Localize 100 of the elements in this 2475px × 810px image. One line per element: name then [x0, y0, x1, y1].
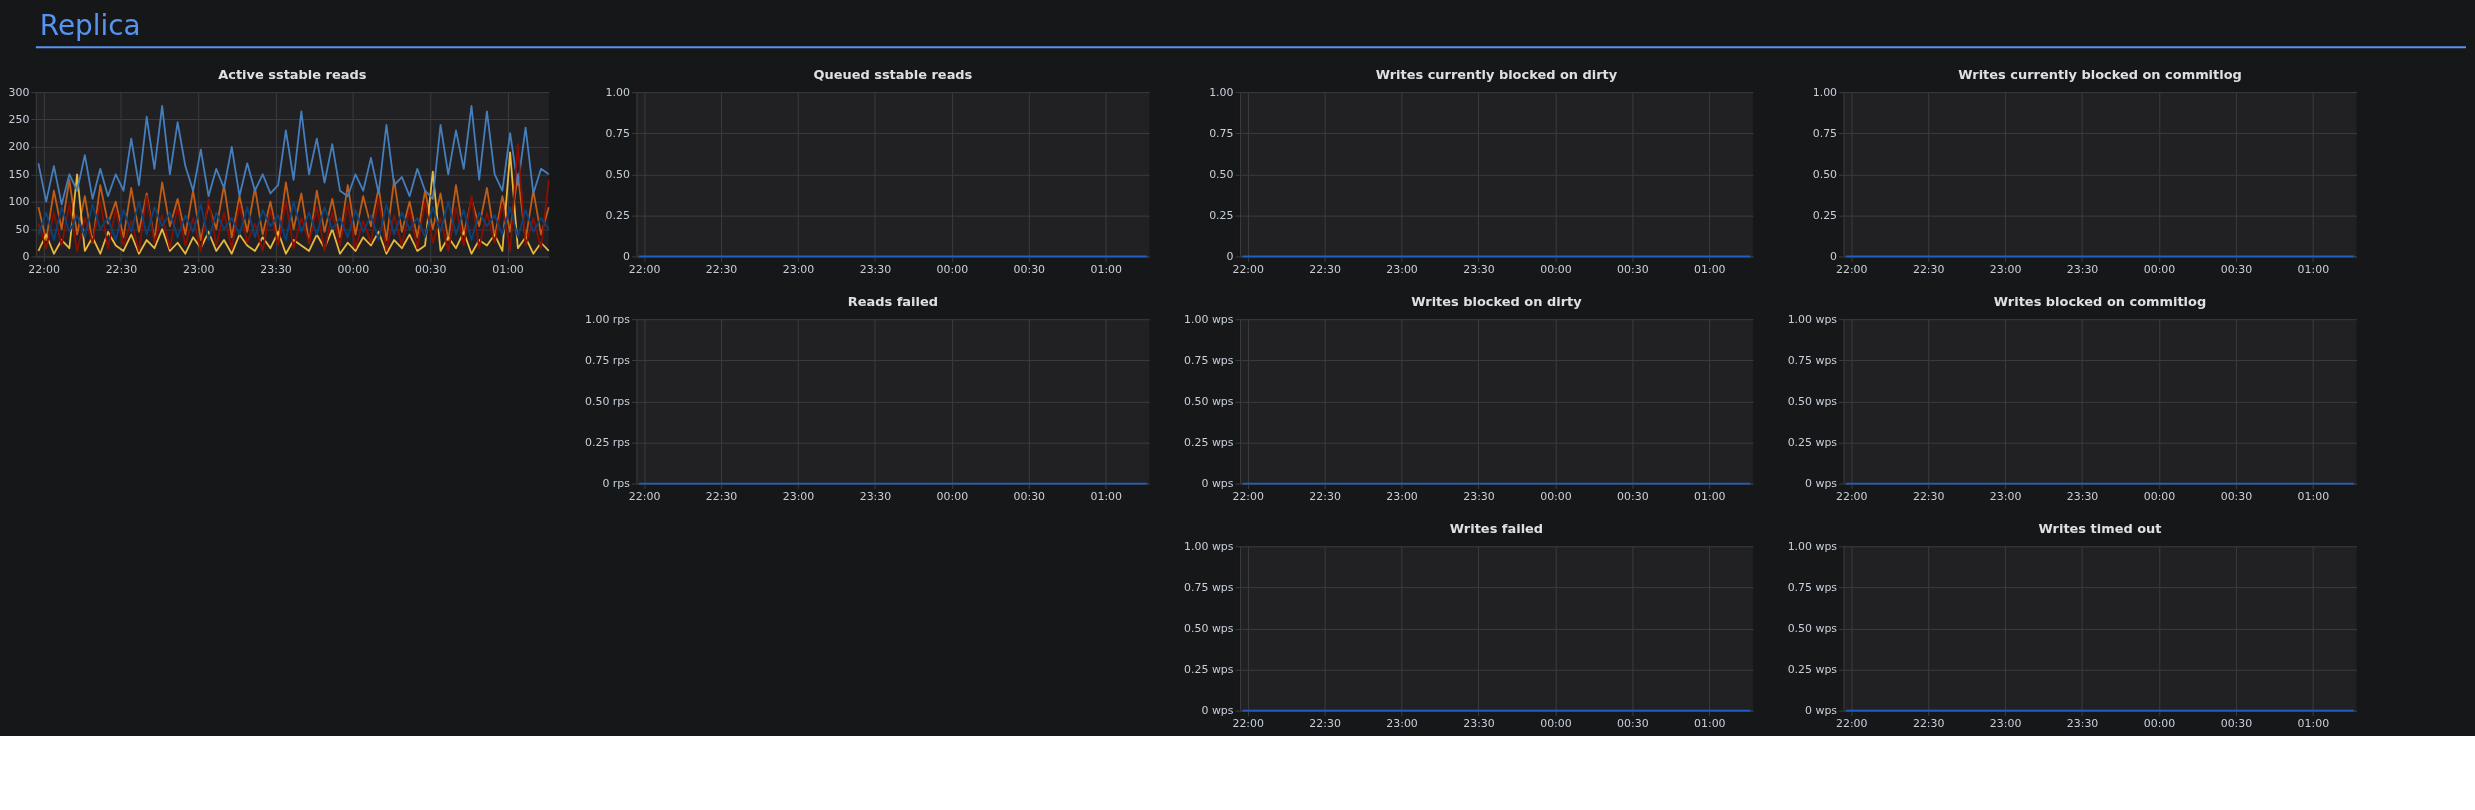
- chart-title: Active sstable reads: [218, 67, 367, 83]
- y-tick-label: 0.25: [1812, 208, 1838, 222]
- x-tick-label: 23:00: [1386, 717, 1418, 731]
- x-tick-label: 22:00: [1232, 262, 1264, 276]
- y-tick-label: 0.75: [605, 126, 630, 140]
- y-tick-label: 1.00 wps: [1184, 539, 1234, 553]
- x-tick-label: 23:30: [1463, 717, 1495, 731]
- y-tick-label: 0.75 wps: [1787, 580, 1838, 594]
- x-tick-label: 22:30: [705, 489, 738, 503]
- chart-title: Queued sstable reads: [813, 67, 973, 83]
- x-tick-label: 00:30: [2220, 717, 2253, 731]
- x-tick-label: 00:00: [2143, 262, 2176, 276]
- chart-title: Writes failed: [1449, 521, 1544, 537]
- y-tick-label: 0.25 wps: [1787, 663, 1838, 677]
- x-tick-label: 23:00: [782, 262, 815, 276]
- x-tick-label: 22:00: [1232, 717, 1264, 731]
- y-tick-label: 0.50: [1209, 167, 1234, 181]
- x-tick-label: 00:00: [1540, 489, 1572, 503]
- y-tick-label: 0.25 wps: [1787, 435, 1838, 449]
- x-tick-label: 00:30: [1013, 262, 1046, 276]
- x-tick-label: 01:00: [2297, 262, 2330, 276]
- chart-title: Writes currently blocked on commitlog: [1958, 67, 2242, 83]
- y-tick-label: 0 wps: [1201, 477, 1234, 491]
- y-tick-label: 1.00 rps: [584, 312, 631, 326]
- x-tick-label: 00:30: [1617, 489, 1649, 503]
- x-tick-label: 01:00: [1694, 717, 1726, 731]
- y-tick-label: 200: [8, 140, 30, 154]
- x-tick-label: 22:00: [1835, 717, 1868, 731]
- y-tick-label: 0.25 rps: [584, 435, 631, 449]
- x-tick-label: 23:30: [2066, 717, 2099, 731]
- x-tick-label: 23:30: [2066, 262, 2099, 276]
- y-tick-label: 0 wps: [1805, 477, 1838, 491]
- y-tick-label: 0.25 wps: [1184, 663, 1234, 677]
- y-tick-label: 0.75 wps: [1787, 353, 1838, 367]
- y-tick-label: 250: [8, 112, 30, 126]
- x-tick-label: 22:30: [1309, 717, 1341, 731]
- x-tick-label: 23:00: [1386, 489, 1418, 503]
- x-tick-label: 23:00: [1989, 489, 2022, 503]
- x-tick-label: 23:30: [859, 262, 892, 276]
- x-tick-label: 23:00: [1386, 262, 1418, 276]
- y-tick-label: 0.75: [1812, 126, 1838, 140]
- x-tick-label: 22:30: [105, 262, 138, 276]
- x-tick-label: 22:30: [1309, 262, 1341, 276]
- y-tick-label: 0: [22, 249, 30, 263]
- y-tick-label: 0.75 rps: [584, 353, 631, 367]
- y-tick-label: 0.50 wps: [1184, 621, 1234, 635]
- x-tick-label: 01:00: [2297, 489, 2330, 503]
- x-tick-label: 00:30: [2220, 489, 2253, 503]
- x-tick-label: 00:30: [2220, 262, 2253, 276]
- x-tick-label: 22:00: [628, 262, 661, 276]
- x-tick-label: 22:00: [1232, 489, 1264, 503]
- y-tick-label: 0.50: [605, 167, 630, 181]
- x-tick-label: 00:00: [337, 262, 370, 276]
- chart-title: Reads failed: [847, 294, 938, 310]
- y-tick-label: 0: [1830, 249, 1838, 263]
- y-tick-label: 0.50 wps: [1787, 394, 1838, 408]
- x-tick-label: 01:00: [2297, 717, 2330, 731]
- y-tick-label: 0.75 wps: [1184, 353, 1234, 367]
- y-tick-label: 0: [622, 249, 630, 263]
- y-tick-label: 0.75 wps: [1184, 580, 1234, 594]
- x-tick-label: 23:30: [859, 489, 892, 503]
- y-tick-label: 0.25 wps: [1184, 435, 1234, 449]
- y-tick-label: 300: [8, 85, 30, 99]
- x-tick-label: 00:00: [2143, 717, 2176, 731]
- y-tick-label: 0 rps: [602, 477, 631, 491]
- y-tick-label: 1.00 wps: [1787, 312, 1838, 326]
- x-tick-label: 00:00: [2143, 489, 2176, 503]
- x-tick-label: 00:30: [1617, 262, 1649, 276]
- y-tick-label: 0.50 wps: [1184, 394, 1234, 408]
- x-tick-label: 00:00: [1540, 717, 1572, 731]
- y-tick-label: 0 wps: [1201, 704, 1234, 718]
- x-tick-label: 22:30: [705, 262, 738, 276]
- x-tick-label: 23:30: [1463, 262, 1495, 276]
- x-tick-label: 22:00: [28, 262, 60, 276]
- x-tick-label: 22:00: [1835, 489, 1868, 503]
- y-tick-label: 1.00 wps: [1787, 539, 1838, 553]
- x-tick-label: 23:30: [1463, 489, 1495, 503]
- text: Replica: [39, 9, 141, 43]
- y-tick-label: 0.25: [605, 208, 630, 222]
- x-tick-label: 22:30: [1912, 717, 1945, 731]
- x-tick-label: 23:00: [182, 262, 215, 276]
- x-tick-label: 22:00: [1835, 262, 1868, 276]
- y-tick-label: 1.00 wps: [1184, 312, 1234, 326]
- x-tick-label: 01:00: [1090, 489, 1123, 503]
- y-tick-label: 1.00: [605, 85, 630, 99]
- y-tick-label: 50: [15, 222, 30, 236]
- x-tick-label: 00:30: [1617, 717, 1649, 731]
- y-tick-label: 1.00: [1812, 85, 1838, 99]
- chart-title: Writes blocked on dirty: [1411, 294, 1583, 310]
- chart-title: Writes timed out: [2038, 521, 2162, 537]
- y-tick-label: 0.50: [1812, 167, 1838, 181]
- x-tick-label: 23:00: [1989, 717, 2022, 731]
- x-tick-label: 01:00: [492, 262, 524, 276]
- y-tick-label: 0.25: [1209, 208, 1234, 222]
- x-tick-label: 01:00: [1694, 489, 1726, 503]
- x-tick-label: 00:30: [414, 262, 447, 276]
- x-tick-label: 01:00: [1694, 262, 1726, 276]
- x-tick-label: 22:30: [1912, 262, 1945, 276]
- y-tick-label: 0: [1226, 249, 1234, 263]
- x-tick-label: 23:30: [260, 262, 292, 276]
